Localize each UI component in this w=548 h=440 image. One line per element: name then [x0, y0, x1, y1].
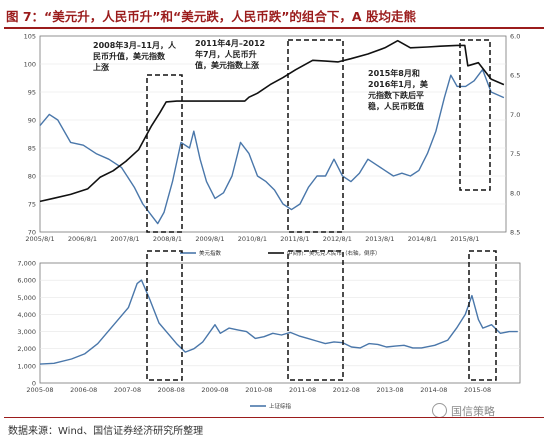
y-tick-label: 4,000	[17, 311, 36, 319]
annotation-2008-line-2: 民币升值，美元指数	[93, 51, 166, 61]
y-tick-label: 6,000	[17, 277, 36, 285]
y-right-tick-label: 8.5	[510, 229, 520, 237]
top-chart-grid	[40, 63, 506, 205]
y-left-tick-label: 90	[28, 117, 36, 125]
y-tick-label: 7,000	[17, 260, 36, 268]
y-left-tick-label: 80	[28, 173, 36, 181]
highlight-box-bottom-2015	[468, 250, 497, 381]
figure-title: 图 7：“美元升，人民币升”和“美元跌，人民币跌”的组合下，A 股均走熊	[6, 9, 416, 24]
x-tick-label: 2014/8/1	[408, 235, 437, 243]
x-tick-label: 2013/8/1	[365, 235, 394, 243]
x-tick-label: 2008-08	[158, 386, 185, 394]
annotation-2008-line-3: 上涨	[93, 62, 109, 72]
y-left-tick-label: 100	[24, 61, 36, 69]
x-tick-label: 2012-08	[333, 386, 360, 394]
top-chart-ticks: 105 100 95 90 85 80 75 70 6.0 6.5 7.0 7.5 8.0 8.5 2005…	[24, 33, 521, 244]
annotation-2015-line-4: 稳，人民币贬值	[368, 101, 424, 111]
x-tick-label: 2005-08	[26, 386, 53, 394]
bottom-chart-ticks: 7,000 6,000 5,000 4,000 3,000 2,000 1,000 02005…	[17, 260, 491, 395]
y-right-tick-label: 8.0	[510, 189, 520, 197]
x-tick-label: 2008/8/1	[153, 235, 182, 243]
x-tick-label: 2015/8/1	[450, 235, 479, 243]
y-tick-label: 5,000	[17, 294, 36, 302]
annotation-2008-line-1: 2008年3月–11月，人	[93, 40, 177, 50]
top-chart-series	[39, 39, 505, 225]
x-tick-label: 2010-08	[245, 386, 272, 394]
y-tick-label: 0	[32, 380, 36, 388]
y-left-tick-label: 70	[28, 229, 36, 237]
y-right-tick-label: 7.0	[510, 111, 520, 119]
x-tick-label: 2006-08	[70, 386, 97, 394]
annotation-2015-line-3: 元指数下跌后平	[368, 90, 424, 100]
x-tick-label: 2009-08	[201, 386, 228, 394]
annotation-2011-line-1: 2011年4月–2012	[195, 38, 265, 48]
x-tick-label: 2015-08	[464, 386, 491, 394]
x-tick-label: 2007-08	[114, 386, 141, 394]
legend-label-usdcny: 中间价：美元兑人民币（右轴，倒序）	[287, 249, 381, 257]
wechat-logo-icon	[432, 403, 447, 418]
y-right-tick-label: 6.5	[510, 72, 520, 80]
y-left-tick-label: 75	[28, 201, 36, 209]
annotation-2011: 2011年4月–2012 年7月，人民币升 值，美元指数上涨	[195, 38, 268, 70]
source-note: 数据来源：Wind、国信证券经济研究所整理	[8, 426, 204, 437]
x-tick-label: 2013-08	[376, 386, 403, 394]
x-tick-label: 2014-08	[420, 386, 447, 394]
annotation-2015-line-1: 2015年8月和	[368, 68, 420, 78]
highlight-box-2008	[146, 74, 183, 233]
x-tick-label: 2009/8/1	[195, 235, 224, 243]
x-tick-label: 2006/8/1	[68, 235, 97, 243]
y-tick-label: 1,000	[17, 362, 36, 370]
highlight-box-bottom-2011	[287, 250, 344, 381]
x-tick-label: 2011-08	[289, 386, 316, 394]
x-tick-label: 2005/8/1	[25, 235, 54, 243]
bottom-chart-plot-frame	[39, 262, 521, 384]
top-chart-plot-frame	[39, 35, 507, 233]
legend-label-usd-index: 美元指数	[199, 249, 222, 257]
bottom-chart-grid	[40, 279, 520, 367]
series-line-sse	[39, 279, 518, 365]
title-divider	[4, 27, 544, 29]
highlight-box-bottom-2008	[146, 250, 183, 381]
annotation-2008: 2008年3月–11月，人 民币升值，美元指数 上涨	[93, 40, 179, 72]
footer-divider	[4, 417, 544, 418]
annotation-2011-line-2: 年7月，人民币升	[195, 49, 257, 59]
y-tick-label: 2,000	[17, 345, 36, 353]
y-right-tick-label: 6.0	[510, 33, 520, 41]
y-right-tick-label: 7.5	[510, 150, 520, 158]
y-tick-label: 3,000	[17, 328, 36, 336]
x-tick-label: 2011/8/1	[280, 235, 309, 243]
series-line-usdcny	[39, 39, 505, 203]
x-tick-label: 2012/8/1	[323, 235, 352, 243]
highlight-box-2011	[287, 39, 344, 233]
watermark-text: 国信策略	[451, 405, 495, 418]
annotation-2011-line-3: 值，美元指数上涨	[195, 60, 259, 70]
y-left-tick-label: 105	[24, 33, 36, 41]
x-tick-label: 2007/8/1	[110, 235, 139, 243]
annotation-2015: 2015年8月和 2016年1月，美 元指数下跌后平 稳，人民币贬值	[368, 68, 431, 111]
highlight-box-2015	[459, 39, 491, 191]
y-left-tick-label: 95	[28, 89, 36, 97]
series-line-usd-index	[39, 68, 505, 225]
y-left-tick-label: 85	[28, 145, 36, 153]
bottom-chart-series	[39, 279, 518, 365]
legend-label-sse: 上证综指	[269, 402, 292, 410]
annotation-2015-line-2: 2016年1月，美	[368, 79, 429, 89]
x-tick-label: 2010/8/1	[238, 235, 267, 243]
